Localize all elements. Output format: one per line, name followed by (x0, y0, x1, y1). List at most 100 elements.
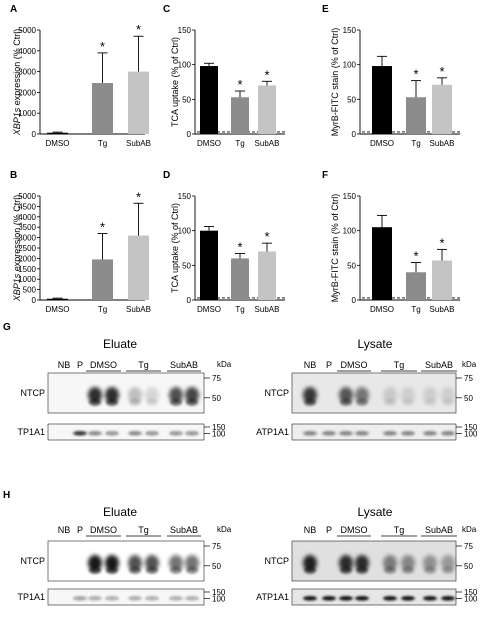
y-tick-label: 150 (343, 26, 357, 35)
mw-marker-label: 75 (212, 374, 221, 383)
mw-marker-label: 100 (212, 430, 226, 439)
y-axis-label-text: expression (% Ctrl) (12, 195, 22, 274)
y-tick-label: 3000 (18, 68, 36, 77)
protein-label-lower: ATP1A1 (256, 427, 289, 437)
band-upper (128, 555, 142, 571)
y-axis-label: MyrB-FITC stain (% of Ctrl) (330, 28, 340, 137)
band-upper (128, 387, 142, 403)
band-lower (128, 596, 142, 601)
significance-star: * (439, 64, 444, 79)
y-tick-label: 2000 (18, 88, 36, 97)
bar-subab (128, 71, 149, 134)
kda-label: kDa (217, 360, 232, 369)
band-upper-lower (442, 566, 454, 574)
band-upper-lower (146, 566, 158, 574)
band-upper (355, 555, 369, 571)
mw-marker-label: 75 (212, 542, 221, 551)
bar-subab (128, 235, 149, 300)
protein-label-lower: TP1A1 (17, 592, 45, 602)
band-upper-lower (402, 398, 414, 406)
band-lower (303, 431, 317, 436)
band-upper (441, 387, 455, 403)
band-lower (169, 596, 183, 601)
y-tick-label: 100 (343, 227, 357, 236)
kda-label: kDa (462, 360, 477, 369)
x-tick-label: DMSO (197, 305, 221, 314)
group-label-dmso: DMSO (341, 360, 368, 370)
y-tick-label: 1000 (18, 275, 36, 284)
band-lower (441, 431, 455, 436)
blot-panel-h: H Eluate NB P DMSO Tg SubAB kDa NTCP 75 50 TP1A1 150… (3, 490, 478, 606)
band-upper (169, 555, 183, 571)
band-upper (185, 555, 199, 571)
y-axis-label-italic: XBP1s (12, 273, 22, 302)
protein-label-lower: ATP1A1 (256, 592, 289, 602)
group-label-subab: SubAB (425, 525, 453, 535)
band-upper (355, 387, 369, 403)
band-upper-lower (304, 566, 316, 574)
band-lower (339, 596, 353, 601)
band-upper-lower (384, 566, 396, 574)
panel-label: F (322, 170, 328, 181)
y-tick-label: 0 (187, 296, 192, 305)
group-label-dmso: DMSO (90, 525, 117, 535)
band-upper (145, 555, 159, 571)
band-upper (303, 387, 317, 403)
band-lower (441, 596, 455, 601)
band-upper (339, 387, 353, 403)
x-tick-label: Tg (235, 139, 244, 148)
band-lower (423, 431, 437, 436)
y-axis-label-italic: XBP1s (12, 107, 22, 136)
band-lower (128, 431, 142, 436)
bar-subab (432, 84, 452, 134)
y-tick-label: 1500 (18, 265, 36, 274)
y-axis-label: MyrB-FITC stain (% of Ctrl) (330, 194, 340, 303)
band-upper (423, 387, 437, 403)
lane-label-p: P (326, 525, 332, 535)
significance-star: * (264, 229, 269, 244)
bar-tg (406, 97, 426, 134)
bar-tg (231, 97, 249, 134)
band-upper (401, 387, 415, 403)
panel-label: C (163, 4, 170, 15)
y-axis-label-text: MyrB-FITC stain (% of Ctrl) (330, 28, 340, 137)
x-tick-label: Tg (411, 139, 420, 148)
band-upper-lower (186, 398, 198, 406)
band-upper-lower (442, 398, 454, 406)
band-lower (322, 596, 336, 601)
significance-star: * (100, 39, 105, 54)
group-label-tg: Tg (138, 525, 149, 535)
y-tick-label: 100 (178, 61, 192, 70)
group-label-subab: SubAB (170, 360, 198, 370)
significance-star: * (413, 67, 418, 82)
lysate-title: Lysate (358, 337, 393, 351)
band-upper (303, 555, 317, 571)
mw-marker-label: 50 (212, 394, 221, 403)
blot-membrane-upper (291, 372, 457, 414)
group-label-subab: SubAB (170, 525, 198, 535)
y-tick-label: 4500 (18, 202, 36, 211)
band-lower (401, 596, 415, 601)
significance-star: * (264, 67, 269, 82)
western-blots: G Eluate NB P DMSO Tg SubAB kDa NTCP 75 50 TP1A1 150… (3, 322, 478, 606)
band-upper (105, 555, 119, 571)
band-lower (383, 596, 397, 601)
y-tick-label: 500 (23, 286, 37, 295)
x-tick-label: Tg (235, 305, 244, 314)
y-tick-label: 0 (32, 296, 37, 305)
band-upper (383, 555, 397, 571)
y-axis-label-text: TCA uptake (% of Ctrl) (170, 203, 180, 293)
x-tick-label: DMSO (370, 305, 394, 314)
x-tick-label: Tg (98, 305, 107, 314)
panel-label: B (10, 170, 17, 181)
band-upper (383, 387, 397, 403)
chart-panel-c: C 0 50 100 150 TCA uptake (% of Ctrl) DMSO * Tg *… (163, 4, 285, 148)
mw-marker-label: 150 (464, 588, 478, 597)
bar-dmso (47, 298, 68, 300)
x-tick-label: SubAB (255, 305, 280, 314)
y-tick-label: 3500 (18, 223, 36, 232)
band-upper-lower (129, 566, 141, 574)
lane-label-nb: NB (304, 525, 317, 535)
y-tick-label: 4000 (18, 213, 36, 222)
